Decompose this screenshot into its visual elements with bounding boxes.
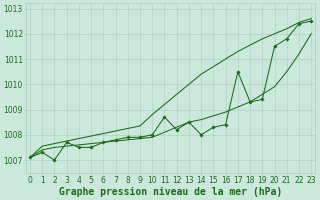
- X-axis label: Graphe pression niveau de la mer (hPa): Graphe pression niveau de la mer (hPa): [59, 186, 282, 197]
